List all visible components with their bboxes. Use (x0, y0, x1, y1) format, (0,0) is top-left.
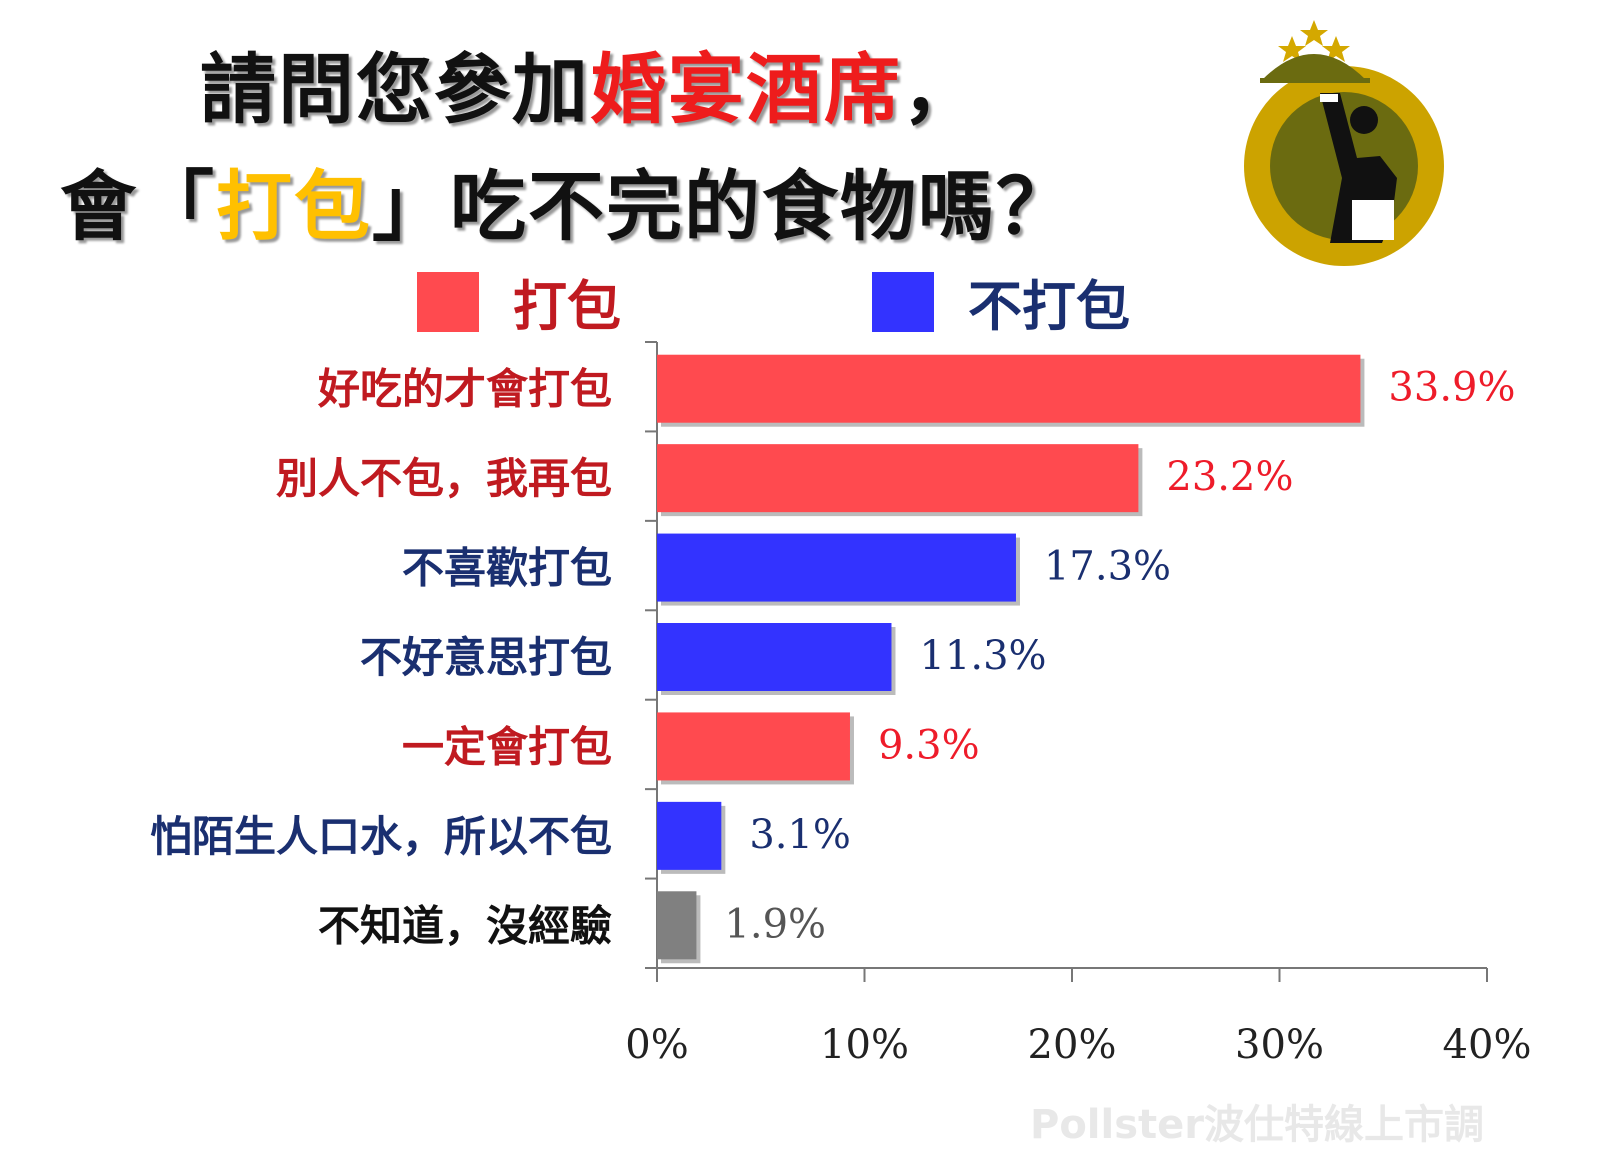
legend-swatch (872, 271, 934, 332)
value-label: 3.1% (749, 812, 851, 858)
legend-label: 打包 (513, 274, 621, 338)
value-label: 1.9% (724, 901, 826, 947)
title-segment: 請問您參加 (200, 45, 590, 134)
x-tick-label: 30% (1235, 1022, 1324, 1068)
bar (657, 354, 1361, 423)
legend-swatch (417, 271, 479, 332)
title-segment: 會「 (60, 162, 216, 251)
category-label: 怕陌生人口水，所以不包 (150, 812, 612, 861)
bar (657, 444, 1139, 513)
x-tick-label: 10% (820, 1022, 909, 1068)
category-label: 一定會打包 (402, 722, 612, 771)
value-label: 9.3% (878, 722, 980, 768)
watermark: Pollster波仕特線上市調 (1030, 1102, 1485, 1148)
chart-title-line-2: 會「打包」吃不完的食物嗎？ (60, 145, 1074, 255)
value-label: 33.9% (1388, 365, 1515, 411)
category-label: 不知道，沒經驗 (318, 901, 612, 950)
bar (657, 712, 850, 781)
bar (657, 623, 892, 691)
category-label: 好吃的才會打包 (317, 365, 612, 414)
category-label: 別人不包，我再包 (276, 454, 612, 503)
legend-item-no-pack: 不打包 (872, 262, 1130, 341)
category-label: 不喜歡打包 (402, 544, 612, 593)
x-tick-label: 40% (1443, 1022, 1532, 1068)
bar (657, 533, 1016, 602)
value-label: 23.2% (1166, 454, 1293, 500)
x-tick-label: 0% (625, 1022, 688, 1068)
category-label: 不好意思打包 (360, 633, 612, 682)
x-tick-label: 20% (1028, 1022, 1117, 1068)
legend-item-pack: 打包 (417, 262, 621, 341)
bar (657, 801, 722, 870)
value-label: 17.3% (1044, 544, 1171, 590)
chart-title-line-1: 請問您參加婚宴酒席， (200, 28, 980, 138)
value-label: 11.3% (919, 633, 1046, 679)
title-segment: 打包 (216, 162, 372, 251)
title-segment: 婚宴酒席 (590, 45, 902, 134)
title-segment: ， (902, 45, 980, 134)
title-segment: 」吃不完的食物嗎？ (372, 162, 1074, 251)
legend-label: 不打包 (968, 274, 1130, 338)
bar (657, 891, 697, 960)
waiter-logo (1232, 8, 1447, 273)
